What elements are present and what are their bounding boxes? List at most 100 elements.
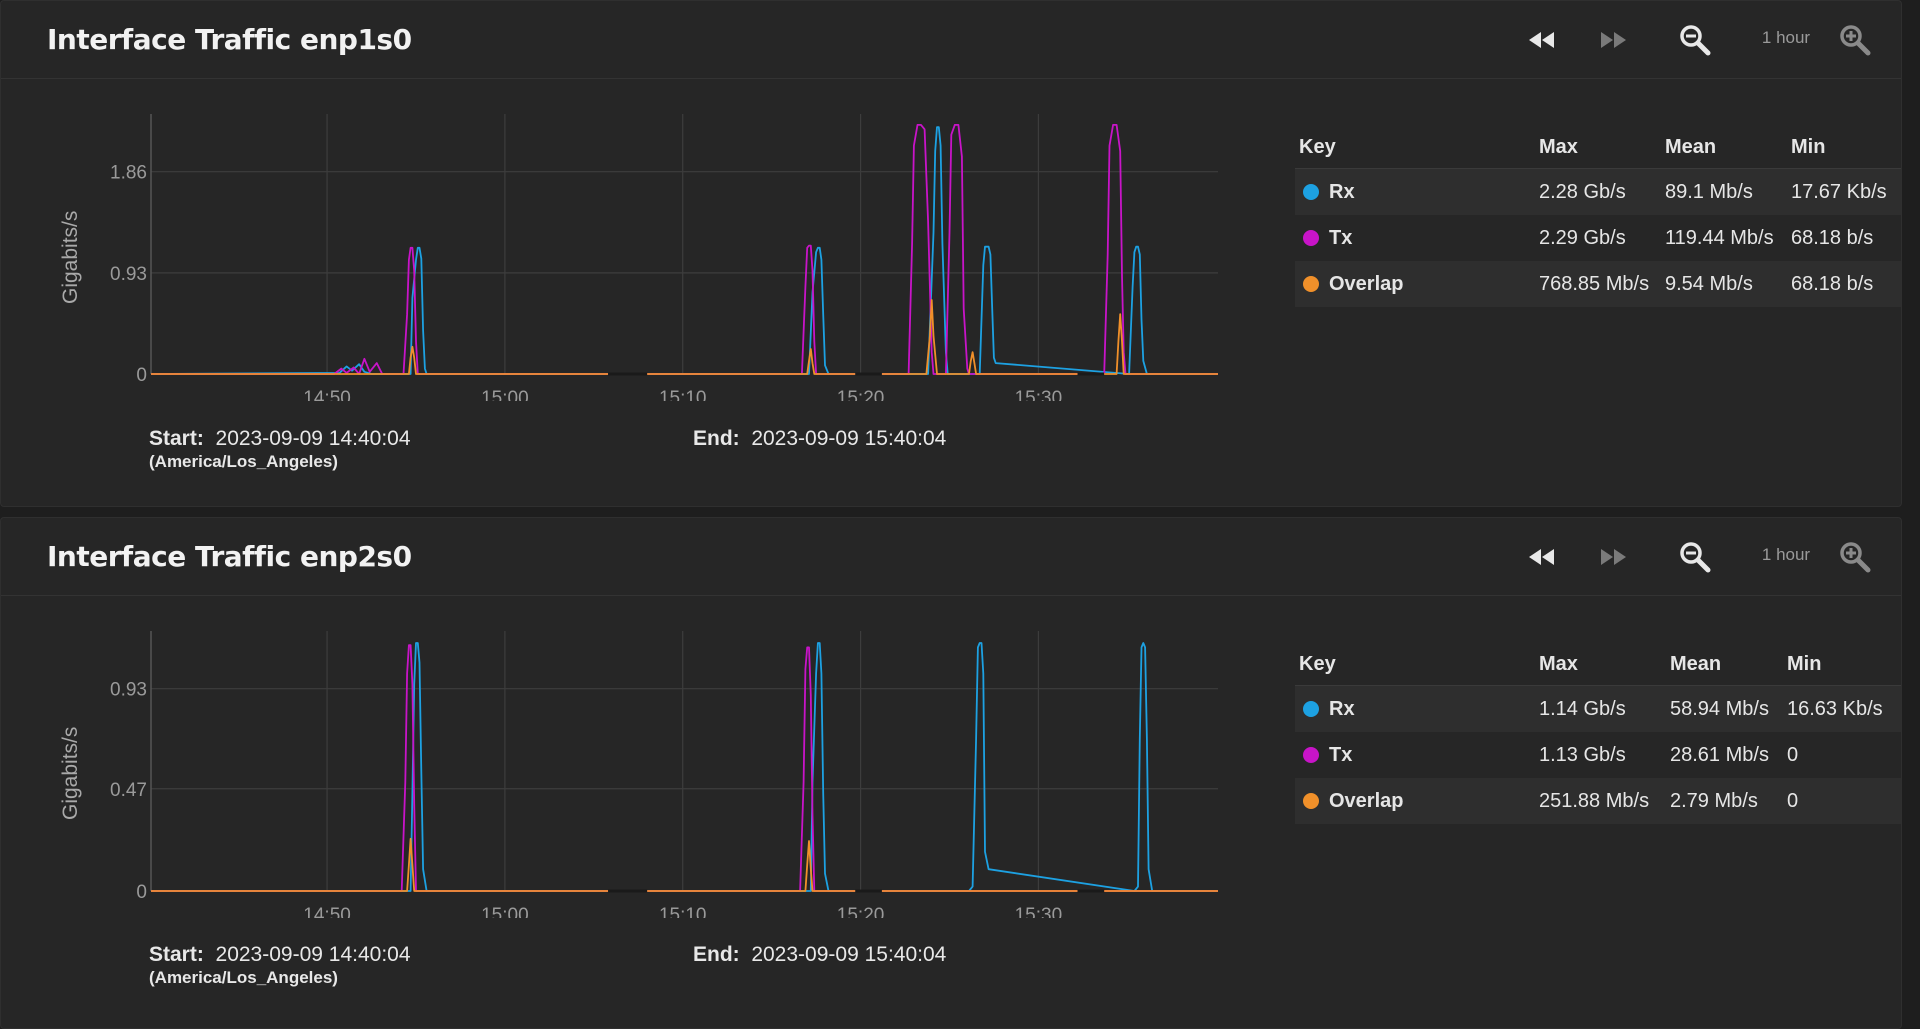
y-tick-label: 0	[136, 882, 147, 903]
y-tick-label: 0.93	[110, 680, 147, 701]
legend-key: Tx	[1329, 744, 1353, 766]
y-tick-label: 0.93	[110, 264, 147, 285]
legend-header: Key Max Mean Min	[1295, 124, 1901, 169]
x-tick-label: 15:30	[1015, 905, 1063, 918]
series-line-tx	[151, 644, 1218, 892]
legend-key: Overlap	[1329, 790, 1404, 812]
zoom-out-icon	[1680, 25, 1711, 56]
legend-min: 68.18 b/s	[1791, 227, 1874, 249]
card-header: Interface Traffic enp2s0 1 hour	[1, 518, 1901, 596]
end-value: 2023-09-09 15:40:04	[751, 943, 947, 966]
legend-header-key: Key	[1299, 136, 1336, 158]
legend-mean: 9.54 Mb/s	[1665, 273, 1753, 295]
legend-mean: 89.1 Mb/s	[1665, 181, 1753, 203]
y-tick-label: 0	[136, 365, 147, 386]
card-title: Interface Traffic enp2s0	[47, 540, 412, 573]
legend-max: 251.88 Mb/s	[1539, 790, 1650, 812]
zoom-out-button[interactable]	[1675, 21, 1715, 59]
legend-min: 68.18 b/s	[1791, 273, 1874, 295]
timezone: (America/Los_Angeles)	[149, 968, 338, 987]
series-line-overlap	[151, 837, 1218, 892]
series-line-rx	[150, 126, 1218, 375]
card-header: Interface Traffic enp1s0 1 hour	[1, 1, 1901, 79]
timezone: (America/Los_Angeles)	[149, 452, 338, 471]
start-time: Start: 2023-09-09 14:40:04	[149, 943, 411, 967]
fast-forward-icon	[1601, 549, 1626, 565]
legend-header-max: Max	[1539, 136, 1578, 158]
legend-table: Key Max Mean Min Rx 2.28 Gb/s 89.1 Mb/s …	[1295, 124, 1901, 307]
fast-forward-button[interactable]	[1594, 538, 1634, 576]
rewind-icon	[1529, 32, 1554, 48]
zoom-in-icon	[1840, 542, 1871, 573]
series-color-dot	[1303, 747, 1319, 763]
x-tick-label: 14:50	[303, 905, 351, 918]
legend-mean: 119.44 Mb/s	[1665, 227, 1774, 249]
y-tick-label: 1.86	[110, 163, 147, 184]
start-time: Start: 2023-09-09 14:40:04	[149, 427, 411, 451]
series-color-dot	[1303, 701, 1319, 717]
legend-min: 0	[1787, 790, 1799, 812]
zoom-in-icon	[1840, 25, 1871, 56]
legend-max: 768.85 Mb/s	[1539, 273, 1650, 295]
range-label: 1 hour	[1761, 545, 1811, 564]
legend-row-overlap: Overlap 251.88 Mb/s 2.79 Mb/s 0	[1295, 778, 1901, 824]
card-title: Interface Traffic enp1s0	[47, 23, 412, 56]
end-label: End:	[693, 943, 740, 966]
start-label: Start:	[149, 427, 204, 450]
traffic-chart: 14:50 15:00 15:10 15:20 15:30 0 0.93 1.86	[110, 114, 1218, 401]
legend-key: Tx	[1329, 227, 1353, 249]
fast-forward-button[interactable]	[1594, 21, 1634, 59]
legend-header: Key Max Mean Min	[1295, 641, 1901, 686]
end-value: 2023-09-09 15:40:04	[751, 427, 947, 450]
end-time: End: 2023-09-09 15:40:04	[693, 943, 946, 967]
legend-key: Rx	[1329, 698, 1355, 720]
series-line-rx	[151, 642, 1218, 892]
legend-row-overlap: Overlap 768.85 Mb/s 9.54 Mb/s 68.18 b/s	[1295, 261, 1901, 307]
legend-row-rx: Rx 2.28 Gb/s 89.1 Mb/s 17.67 Kb/s	[1295, 169, 1901, 215]
legend-max: 1.14 Gb/s	[1539, 698, 1626, 720]
legend-header-mean: Mean	[1665, 136, 1717, 158]
x-tick-label: 15:10	[659, 905, 707, 918]
series-line-overlap	[151, 299, 1218, 375]
legend-header-mean: Mean	[1670, 653, 1722, 675]
legend-key: Overlap	[1329, 273, 1404, 295]
legend-min: 16.63 Kb/s	[1787, 698, 1883, 720]
series-color-dot	[1303, 230, 1319, 246]
x-tick-label: 15:00	[481, 905, 529, 918]
x-tick-label: 15:30	[1015, 388, 1063, 401]
x-tick-label: 15:00	[481, 388, 529, 401]
legend-mean: 28.61 Mb/s	[1670, 744, 1769, 766]
series-color-dot	[1303, 793, 1319, 809]
zoom-in-button[interactable]	[1835, 21, 1875, 59]
legend-row-tx: Tx 2.29 Gb/s 119.44 Mb/s 68.18 b/s	[1295, 215, 1901, 261]
end-label: End:	[693, 427, 740, 450]
start-value: 2023-09-09 14:40:04	[215, 427, 411, 450]
x-tick-label: 15:20	[837, 905, 885, 918]
rewind-button[interactable]	[1521, 538, 1561, 576]
legend-mean: 58.94 Mb/s	[1670, 698, 1769, 720]
legend-table: Key Max Mean Min Rx 1.14 Gb/s 58.94 Mb/s…	[1295, 641, 1901, 824]
legend-row-tx: Tx 1.13 Gb/s 28.61 Mb/s 0	[1295, 732, 1901, 778]
legend-max: 1.13 Gb/s	[1539, 744, 1626, 766]
legend-max: 2.28 Gb/s	[1539, 181, 1626, 203]
start-label: Start:	[149, 943, 204, 966]
x-tick-label: 15:10	[659, 388, 707, 401]
legend-row-rx: Rx 1.14 Gb/s 58.94 Mb/s 16.63 Kb/s	[1295, 686, 1901, 732]
series-color-dot	[1303, 276, 1319, 292]
series-line-tx	[151, 124, 1218, 375]
y-tick-label: 0.47	[110, 780, 147, 801]
zoom-in-button[interactable]	[1835, 538, 1875, 576]
legend-min: 0	[1787, 744, 1799, 766]
zoom-out-button[interactable]	[1675, 538, 1715, 576]
x-tick-label: 15:20	[837, 388, 885, 401]
fast-forward-icon	[1601, 32, 1626, 48]
series-color-dot	[1303, 184, 1319, 200]
start-value: 2023-09-09 14:40:04	[215, 943, 411, 966]
legend-header-min: Min	[1791, 136, 1826, 158]
traffic-chart: 14:50 15:00 15:10 15:20 15:30 0 0.47 0.93	[110, 631, 1218, 918]
chart-card-enp1s0: Interface Traffic enp1s0 1 hour Gigabits…	[0, 0, 1902, 507]
end-time: End: 2023-09-09 15:40:04	[693, 427, 946, 451]
legend-key: Rx	[1329, 181, 1355, 203]
rewind-button[interactable]	[1521, 21, 1561, 59]
legend-header-max: Max	[1539, 653, 1578, 675]
